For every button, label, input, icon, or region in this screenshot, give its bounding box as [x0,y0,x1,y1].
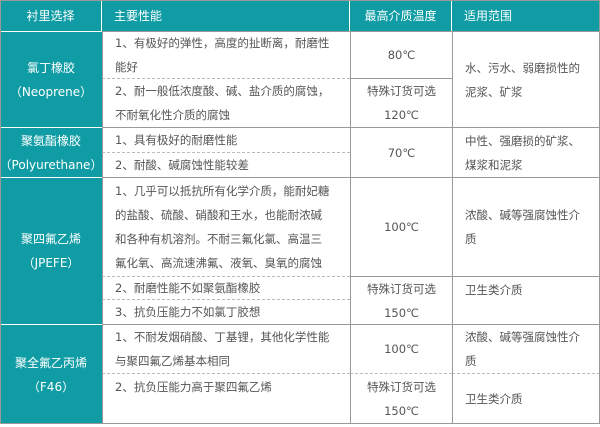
cell-line: 质 [465,354,477,368]
cell-line: 特殊订货可选 [367,380,436,394]
cell-line: 2、抗负压能力高于聚四氟乙烯 [115,380,272,394]
property-cell: 1、不耐发烟硝酸、丁基锂，其他化学性能 与聚四氟乙烯基本相同 [102,324,350,373]
cell-line: 与聚四氟乙烯基本相同 [115,354,230,368]
max-temp-cell: 特殊订货可选 120℃ [350,78,452,127]
cell-line: 2、耐酸、碱腐蚀性能较差 [115,158,249,172]
cell-line: 150℃ [384,305,419,320]
cell-line: 能好 [115,60,138,74]
cell-line: 聚氨酯橡胶 [20,133,81,148]
cell-line: 氟化氧、高流速沸氟、液氧、臭氧的腐蚀 [115,256,322,270]
cell-line: 特殊订货可选 [367,281,436,296]
application-cell: 浓酸、碱等强腐蚀性介质 [452,324,600,373]
cell-line: 不耐氧化性介质的腐蚀 [115,108,230,122]
cell-line: 120℃ [384,108,419,122]
cell-line: （JPEFE） [22,256,80,270]
header-max-temp: 最高介质温度 [350,0,452,32]
application-cell: 浓酸、碱等强腐蚀性介质 [452,177,600,276]
cell-line: 100℃ [384,342,419,356]
cell-line: （Neoprene） [9,84,93,99]
cell-line: （F46） [27,379,75,394]
max-temp-cell: 特殊订货可选 150℃ [350,373,452,424]
cell-line: 70℃ [387,145,416,160]
cell-line: 1、有极好的弹性，高度的扯断离，耐磨性 [115,36,330,50]
cell-line: 浓酸、碱等强腐蚀性介 [465,208,580,222]
property-cell: 1、有极好的弹性，高度的扯断离，耐磨性 能好 [102,31,350,78]
cell-line: 和各种有机溶剂。不耐三氟化氯、高温三 [115,232,322,246]
cell-line: 卫生类介质 [465,392,523,406]
application-cell: 中性、强磨损的矿浆、 煤浆和泥浆 [452,127,600,177]
header-applications: 适用范围 [452,0,600,32]
max-temp-cell: 特殊订货可选 150℃ [350,276,452,324]
cell-line: 1、不耐发烟硝酸、丁基锂，其他化学性能 [115,330,330,344]
cell-line: 特殊订货可选 [367,84,436,98]
property-cell: 2、耐酸、碱腐蚀性能较差 [102,152,350,177]
property-cell: 3、抗负压能力不如氯丁胶想 [102,299,350,324]
cell-line: （Polyurethane） [0,157,103,172]
cell-line: 3、抗负压能力不如氯丁胶想 [115,305,261,319]
lining-name-cell: 聚氨酯橡胶 （Polyurethane） [0,127,102,177]
cell-line: 煤浆和泥浆 [465,157,523,172]
cell-line: 的盐酸、硫酸、硝酸和王水，也能耐浓碱 [115,208,322,222]
application-cell: 卫生类介质 [452,373,600,424]
header-lining: 衬里选择 [0,0,102,32]
cell-line: 80℃ [387,48,416,62]
cell-line: 100℃ [384,220,419,234]
max-temp-cell: 100℃ [350,177,452,276]
cell-line: 聚全氟乙丙烯 [14,355,87,370]
application-cell: 水、污水、弱磨损性的 泥浆、矿浆 [452,31,600,127]
cell-line: 2、耐磨性能不如聚氨酯橡胶 [115,281,261,295]
cell-line: 卫生类介质 [465,283,523,297]
cell-line: 150℃ [384,404,419,418]
lining-name-cell: 聚全氟乙丙烯 （F46） [0,324,102,424]
max-temp-cell: 100℃ [350,324,452,373]
property-cell: 1、具有极好的耐磨性能 [102,127,350,152]
property-cell: 2、耐磨性能不如聚氨酯橡胶 [102,276,350,299]
lining-name-cell: 聚四氟乙烯 （JPEFE） [0,177,102,324]
cell-line: 氯丁橡胶 [26,60,75,75]
max-temp-cell: 80℃ [350,31,452,78]
property-cell: 2、耐一般低浓度酸、碱、盐介质的腐蚀， 不耐氧化性介质的腐蚀 [102,78,350,127]
cell-line: 浓酸、碱等强腐蚀性介 [465,330,580,344]
cell-line: 水、污水、弱磨损性的 [465,60,580,75]
property-cell: 2、抗负压能力高于聚四氟乙烯 [102,373,350,424]
cell-line: 1、几乎可以抵抗所有化学介质，能耐妃糖 [115,184,330,198]
cell-line: 中性、强磨损的矿浆、 [465,133,580,148]
max-temp-cell: 70℃ [350,127,452,177]
cell-line: 1、具有极好的耐磨性能 [115,133,238,147]
application-cell: 卫生类介质 [452,276,600,324]
lining-name-cell: 氯丁橡胶 （Neoprene） [0,31,102,127]
cell-line: 2、耐一般低浓度酸、碱、盐介质的腐蚀， [115,84,330,98]
header-properties: 主要性能 [102,0,350,32]
property-cell: 1、几乎可以抵抗所有化学介质，能耐妃糖 的盐酸、硫酸、硝酸和王水，也能耐浓碱 和各种… [102,177,350,276]
cell-line: 泥浆、矿浆 [465,84,523,99]
cell-line: 聚四氟乙烯 [20,232,81,246]
cell-line: 质 [465,232,477,246]
